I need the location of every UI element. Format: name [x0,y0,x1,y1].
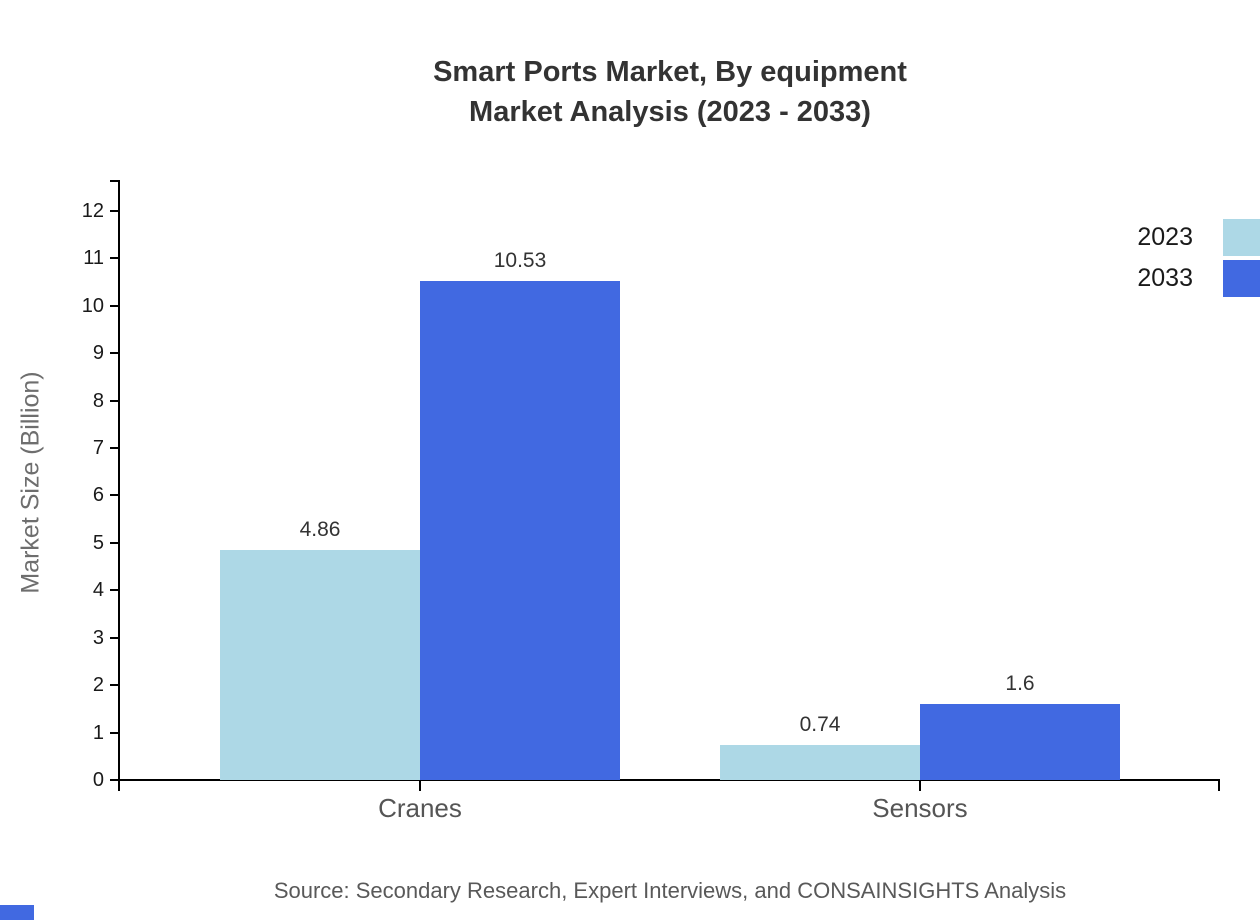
y-tick-12 [110,209,119,212]
x-tick-sensors [919,780,921,791]
y-tick-6 [110,494,119,497]
y-tick-label-7: 7 [92,437,104,460]
bar-cranes-2023 [220,549,420,780]
y-tick-11 [110,257,119,260]
y-tick-7 [110,447,119,450]
legend-swatch-2033 [1223,260,1260,297]
y-tick-0 [110,779,119,781]
y-tick-2 [110,684,119,687]
corner-accent-block [0,905,34,920]
y-tick-label-12: 12 [81,199,104,222]
bar-sensors-2023 [720,744,920,780]
y-tick-9 [110,352,119,355]
y-tick-1 [110,731,119,734]
y-tick-label-4: 4 [92,579,104,602]
legend-label-2023: 2023 [1137,223,1193,251]
y-tick-label-5: 5 [92,531,104,554]
x-category-label-sensors: Sensors [872,793,968,823]
x-category-label-cranes: Cranes [378,793,462,823]
bar-value-label-sensors-2023: 0.74 [799,712,841,736]
x-axis-left-cap [118,780,120,791]
x-tick-cranes [419,780,421,791]
bar-value-label-sensors-2033: 1.6 [1005,672,1035,696]
y-tick-8 [110,399,119,402]
chart-title: Smart Ports Market, By equipment Market … [120,52,1220,132]
y-tick-label-2: 2 [92,674,104,697]
legend-swatch-2023 [1223,219,1260,256]
y-tick-label-3: 3 [92,626,104,649]
y-tick-label-6: 6 [92,484,104,507]
y-tick-label-9: 9 [92,342,104,365]
y-tick-3 [110,636,119,639]
bar-sensors-2033 [920,704,1120,780]
bar-cranes-2033 [420,280,620,780]
y-tick-label-11: 11 [83,247,104,270]
source-note: Source: Secondary Research, Expert Inter… [273,878,1067,903]
y-tick-label-10: 10 [81,294,104,317]
legend-label-2033: 2033 [1137,264,1193,292]
x-axis-right-cap [1218,780,1220,791]
y-tick-label-0: 0 [92,769,104,791]
chart-title-line2: Market Analysis (2023 - 2033) [469,96,871,128]
y-tick-label-8: 8 [92,389,104,412]
bar-value-label-cranes-2023: 4.86 [299,517,341,541]
y-axis-top-cap [110,180,119,182]
x-axis-line [118,779,1220,781]
y-axis-line [118,180,120,780]
y-tick-4 [110,589,119,592]
y-tick-10 [110,304,119,307]
bar-value-label-cranes-2033: 10.53 [493,248,547,272]
y-tick-label-1: 1 [92,721,104,744]
chart-title-line1: Smart Ports Market, By equipment [433,56,907,88]
y-tick-5 [110,541,119,544]
